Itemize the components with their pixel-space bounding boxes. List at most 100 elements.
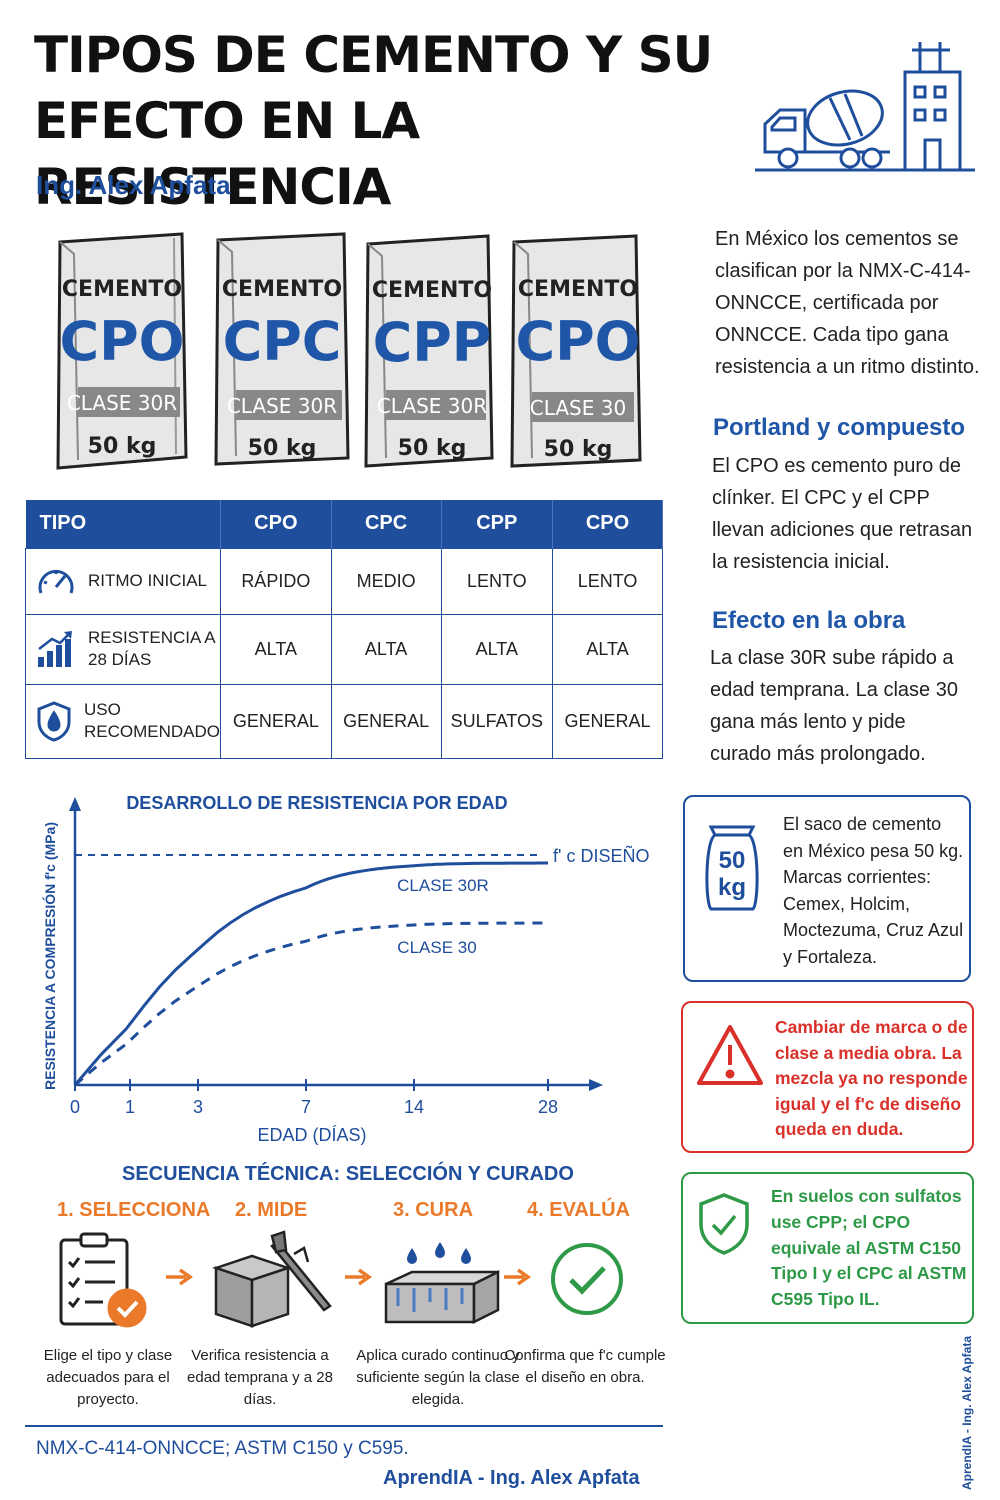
table-cell: GENERAL xyxy=(330,683,442,759)
cement-bag: CEMENTO CPC CLASE 30R 50 kg xyxy=(212,230,352,470)
bag-class: CLASE 30R xyxy=(226,394,338,418)
warning-icon xyxy=(697,1025,763,1085)
table-cell: GENERAL xyxy=(220,683,332,759)
bag-icon-label: 50 kg xyxy=(717,847,746,901)
info-box: 50 kg El saco de cemento en México pesa … xyxy=(683,795,971,982)
bag-shape xyxy=(364,234,494,468)
row-header: USO RECOMENDADO xyxy=(24,683,222,759)
step-text: Aplica curado continuo y suficiente segú… xyxy=(356,1347,520,1408)
x-tick-label: 0 xyxy=(70,1097,80,1117)
bar-growth-icon xyxy=(38,631,72,667)
column-header: TIPO xyxy=(25,500,222,548)
warning-text: Cambiar de marca o de clase a media obra… xyxy=(775,1017,968,1139)
step-heading: 3. CURA xyxy=(393,1199,474,1221)
bag-class: CLASE 30 xyxy=(529,396,627,420)
ok-text: En suelos con sulfatos use CPP; el CPO e… xyxy=(771,1186,967,1310)
section-heading: Efecto en la obra xyxy=(712,607,906,634)
column-header: CPO xyxy=(220,500,332,548)
bag-shape xyxy=(214,232,350,466)
y-axis-label: RESISTENCIA A COMPRESIÓN f'c (MPa) xyxy=(41,822,58,1090)
table-cell: LENTO xyxy=(440,547,554,615)
bag-code: CPO xyxy=(59,310,185,373)
vertical-credit: AprendIA - Ing. Alex Apfata xyxy=(960,1335,974,1490)
design-reference-label: f' c DISEÑO xyxy=(553,845,649,866)
footer-references: NMX-C-414-ONNCCE; ASTM C150 y C595. xyxy=(36,1438,409,1459)
curing-slab-icon xyxy=(384,1242,500,1325)
table-cell: ALTA xyxy=(552,613,663,685)
gauge-icon xyxy=(38,570,74,594)
cement-bag: CEMENTO CPO CLASE 30R 50 kg xyxy=(52,232,192,472)
series-line-clase-30r xyxy=(73,861,548,1086)
intro-text: En México los cementos se clasifican por… xyxy=(715,228,980,378)
table-row: RITMO INICIAL RÁPIDO MEDIO LENTO LENTO xyxy=(24,547,663,615)
cube-caliper-icon xyxy=(212,1230,332,1328)
cement-comparison-table: TIPO CPO CPC CPP CPO RITMO INICIAL RÁPID… xyxy=(24,500,663,759)
bag-class: CLASE 30R xyxy=(66,391,178,415)
bag-brand: CEMENTO xyxy=(371,278,493,303)
table-cell: GENERAL xyxy=(552,683,663,759)
page-title: TIPOS DE CEMENTO Y SU EFECTO EN LA RESIS… xyxy=(34,26,713,216)
section-text: El CPO es cemento puro de clínker. El CP… xyxy=(712,455,973,573)
x-tick-label: 1 xyxy=(125,1097,135,1117)
check-circle-icon xyxy=(551,1243,623,1315)
step-heading: 4. EVALÚA xyxy=(527,1199,630,1221)
row-label: RESISTENCIA A 28 DÍAS xyxy=(88,628,215,669)
bag-weight: 50 kg xyxy=(87,434,157,459)
row-header: RITMO INICIAL xyxy=(24,547,222,615)
footer-brand: AprendIA - Ing. Alex Apfata xyxy=(383,1467,640,1489)
bag-code: CPP xyxy=(372,311,492,374)
footer-divider xyxy=(25,1425,663,1427)
arrow-right-icon xyxy=(504,1268,532,1286)
cement-bag: CEMENTO CPO CLASE 30 50 kg xyxy=(508,232,648,472)
step-text: Verifica resistencia a edad temprana y a… xyxy=(187,1347,333,1408)
column-header: CPP xyxy=(441,500,554,548)
row-label: RITMO INICIAL xyxy=(88,571,208,590)
row-label: USO RECOMENDADO xyxy=(84,700,221,741)
table-row: USO RECOMENDADO GENERAL GENERAL SULFATOS… xyxy=(24,683,663,759)
x-axis-label: EDAD (DÍAS) xyxy=(257,1125,366,1145)
step-text: Elige el tipo y clase adecuados para el … xyxy=(43,1347,173,1408)
x-axis-arrow xyxy=(589,1079,603,1091)
arrow-right-icon xyxy=(345,1268,373,1286)
table-cell: RÁPIDO xyxy=(220,547,332,615)
bag-brand: CEMENTO xyxy=(61,277,183,302)
table-row: RESISTENCIA A 28 DÍAS ALTA ALTA ALTA ALT… xyxy=(24,613,663,685)
bag-brand: CEMENTO xyxy=(221,277,343,302)
table-cell: MEDIO xyxy=(330,547,442,615)
row-header: RESISTENCIA A 28 DÍAS xyxy=(24,613,222,685)
x-tick-label: 3 xyxy=(193,1097,203,1117)
series-label: CLASE 30 xyxy=(397,938,476,957)
column-header: CPO xyxy=(552,500,663,548)
x-tick-label: 28 xyxy=(538,1097,558,1117)
bag-code: CPC xyxy=(222,310,342,373)
clipboard-check-icon xyxy=(59,1232,147,1328)
table-cell: SULFATOS xyxy=(440,683,554,759)
ok-box: En suelos con sulfatos use CPP; el CPO e… xyxy=(681,1172,974,1324)
bag-shape xyxy=(510,234,642,468)
bag-brand: CEMENTO xyxy=(517,277,639,302)
shield-check-icon xyxy=(699,1193,749,1255)
x-tick-label: 7 xyxy=(301,1097,311,1117)
step-text: Confirma que f'c cumple el diseño en obr… xyxy=(504,1347,666,1386)
table-cell: LENTO xyxy=(552,547,663,615)
table-cell: ALTA xyxy=(440,613,554,685)
bag-code: CPO xyxy=(515,310,641,373)
cement-bag: CEMENTO CPP CLASE 30R 50 kg xyxy=(362,232,502,472)
bag-weight: 50 kg xyxy=(397,436,467,461)
bag-shape xyxy=(56,232,188,470)
shield-drop-icon xyxy=(37,701,71,742)
y-axis-arrow xyxy=(69,797,81,811)
sequence-title: SECUENCIA TÉCNICA: SELECCIÓN Y CURADO xyxy=(122,1163,574,1185)
step-heading: 2. MIDE xyxy=(235,1199,308,1221)
bag-class: CLASE 30R xyxy=(376,394,488,418)
concrete-truck-building-icon xyxy=(755,42,975,172)
author: Ing. Alex Apfata xyxy=(36,170,231,200)
series-line-clase-30 xyxy=(74,921,548,1087)
step-heading: 1. SELECCIONA xyxy=(57,1199,211,1221)
x-tick-label: 14 xyxy=(404,1097,424,1117)
column-header: CPC xyxy=(331,500,442,548)
series-label: CLASE 30R xyxy=(397,876,489,895)
strength-chart: DESARROLLO DE RESISTENCIA POR EDAD 0 1 3 7 14… xyxy=(41,793,649,1145)
chart-title: DESARROLLO DE RESISTENCIA POR EDAD xyxy=(126,793,507,813)
table-header-row: TIPO CPO CPC CPP CPO xyxy=(25,500,663,548)
